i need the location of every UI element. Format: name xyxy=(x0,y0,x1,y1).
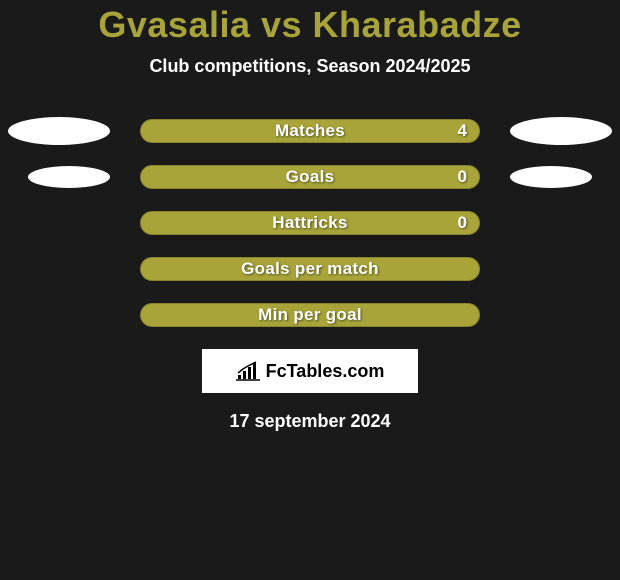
ellipse-right xyxy=(510,117,612,145)
logo-text: FcTables.com xyxy=(266,361,385,382)
stat-bar: Goals 0 xyxy=(140,165,480,189)
ellipse-left xyxy=(28,166,110,188)
stat-value: 4 xyxy=(458,121,467,141)
stat-label: Min per goal xyxy=(258,305,362,325)
stat-row-mpg: Min per goal xyxy=(0,303,620,327)
stat-label: Goals per match xyxy=(241,259,379,279)
stats-section: Matches 4 Goals 0 Hattricks 0 Goals per … xyxy=(0,119,620,327)
stat-bar: Matches 4 xyxy=(140,119,480,143)
date-text: 17 september 2024 xyxy=(229,411,390,432)
chart-icon xyxy=(236,361,262,381)
stat-label: Hattricks xyxy=(272,213,347,233)
stat-value: 0 xyxy=(458,167,467,187)
stat-row-matches: Matches 4 xyxy=(0,119,620,143)
page-subtitle: Club competitions, Season 2024/2025 xyxy=(149,56,470,77)
logo-box[interactable]: FcTables.com xyxy=(202,349,418,393)
stat-bar: Min per goal xyxy=(140,303,480,327)
stat-label: Goals xyxy=(286,167,335,187)
stat-label: Matches xyxy=(275,121,345,141)
stat-value: 0 xyxy=(458,213,467,233)
page-title: Gvasalia vs Kharabadze xyxy=(98,4,521,46)
stat-row-gpm: Goals per match xyxy=(0,257,620,281)
stat-row-goals: Goals 0 xyxy=(0,165,620,189)
stat-bar: Hattricks 0 xyxy=(140,211,480,235)
stat-bar: Goals per match xyxy=(140,257,480,281)
stat-row-hattricks: Hattricks 0 xyxy=(0,211,620,235)
page-container: Gvasalia vs Kharabadze Club competitions… xyxy=(0,0,620,432)
ellipse-left xyxy=(8,117,110,145)
ellipse-right xyxy=(510,166,592,188)
